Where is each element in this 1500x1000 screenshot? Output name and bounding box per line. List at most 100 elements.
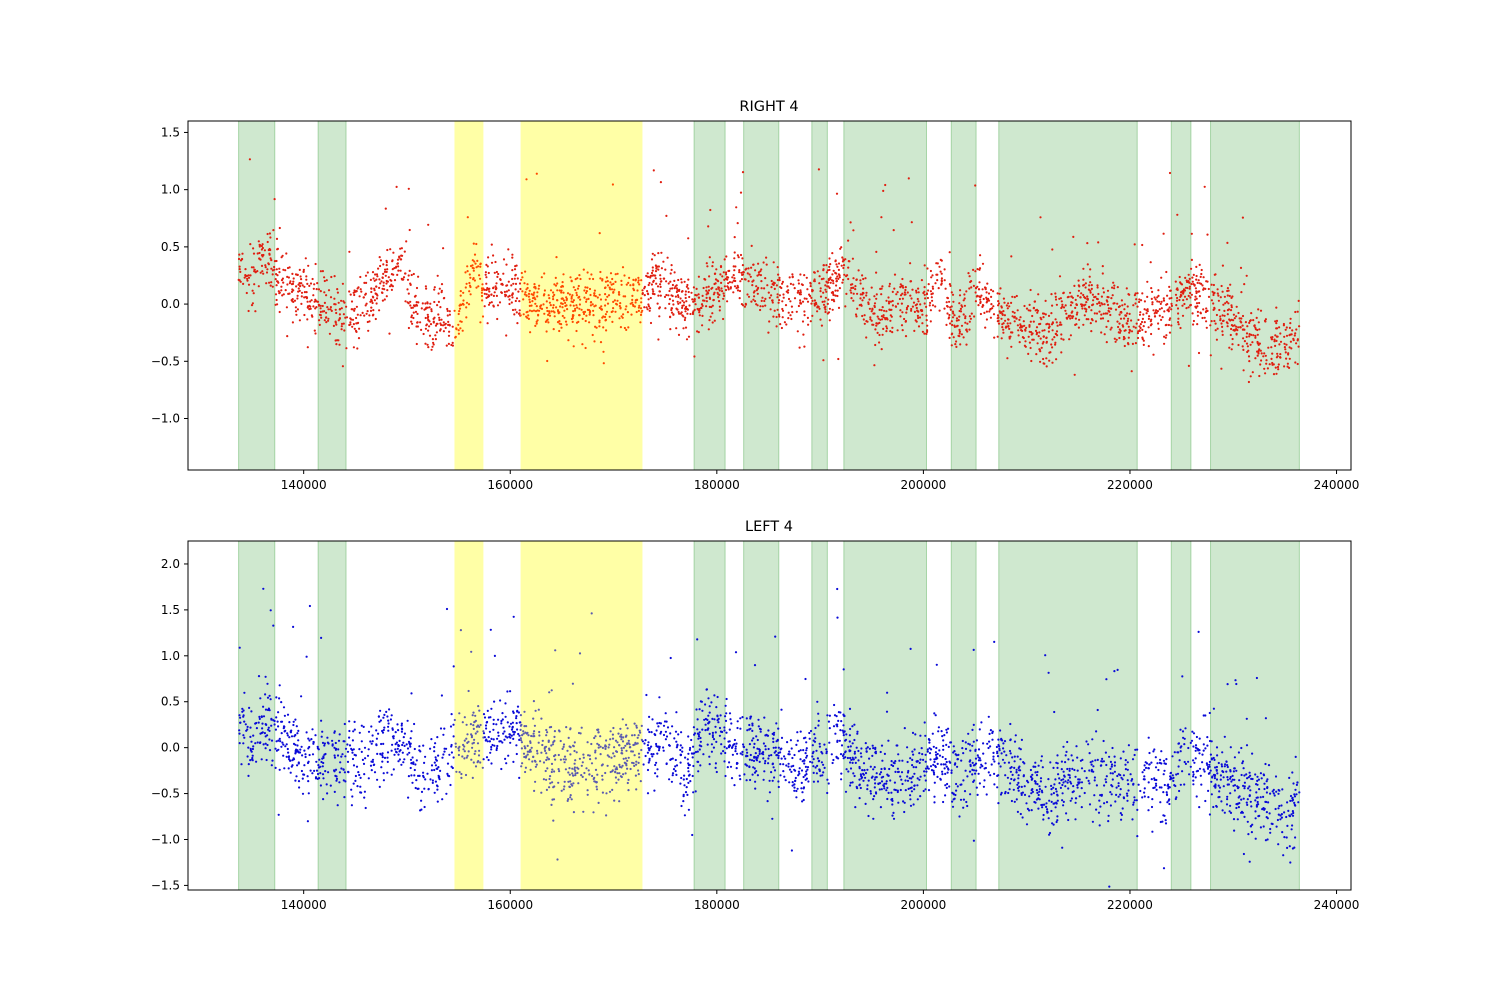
data-point (799, 730, 802, 733)
data-point (292, 625, 295, 629)
data-point (562, 291, 565, 294)
data-point (1236, 818, 1239, 821)
data-point (534, 709, 537, 712)
data-point (720, 752, 723, 755)
data-point (469, 276, 472, 279)
data-point (781, 282, 784, 285)
data-point (584, 778, 588, 781)
data-point (1002, 310, 1005, 313)
data-point (473, 279, 476, 282)
data-point (1099, 805, 1102, 808)
data-point (391, 268, 394, 271)
data-point (1111, 294, 1114, 297)
data-point (853, 738, 856, 742)
data-point (407, 326, 410, 330)
data-point (666, 726, 670, 729)
data-point (534, 298, 537, 301)
data-point (358, 327, 361, 330)
data-point (1091, 738, 1094, 741)
data-point (481, 289, 484, 292)
data-point (564, 320, 568, 323)
data-point (1029, 320, 1032, 323)
data-point (925, 332, 928, 335)
data-point (639, 307, 643, 310)
data-point (367, 329, 370, 332)
data-point (306, 300, 309, 303)
data-point (431, 338, 434, 341)
data-point (980, 763, 983, 766)
data-point (326, 306, 329, 309)
data-point (365, 312, 368, 315)
data-point (350, 300, 354, 303)
data-point (682, 327, 685, 330)
data-point (451, 344, 454, 347)
data-point (462, 299, 465, 302)
data-point (363, 314, 366, 317)
data-point (1294, 361, 1297, 364)
data-point (987, 299, 991, 302)
data-point (1028, 303, 1031, 306)
data-point (383, 726, 386, 729)
data-point (894, 305, 897, 308)
data-point (288, 282, 291, 285)
data-point (1198, 749, 1201, 752)
data-point (1298, 325, 1301, 328)
data-point (381, 754, 384, 757)
data-point (901, 329, 904, 332)
data-point (874, 782, 877, 785)
data-point (1209, 324, 1212, 327)
data-point (842, 266, 845, 270)
data-point (835, 284, 838, 287)
data-point (880, 767, 883, 771)
data-point (360, 750, 363, 754)
data-point (746, 751, 749, 754)
data-point (803, 297, 806, 300)
data-point (267, 262, 270, 265)
data-point (452, 665, 455, 668)
data-point (959, 289, 962, 292)
data-point (523, 745, 526, 748)
data-point (1265, 780, 1268, 783)
data-point (950, 291, 953, 294)
data-point (906, 779, 910, 782)
data-point (585, 300, 588, 303)
data-point (1035, 326, 1039, 329)
data-point (1123, 303, 1126, 306)
data-point (656, 768, 659, 771)
data-point (1271, 361, 1274, 365)
data-point (1023, 324, 1026, 327)
data-point (767, 331, 770, 334)
data-point (1192, 770, 1195, 774)
data-point (1188, 281, 1191, 284)
data-point (596, 296, 599, 299)
data-point (469, 285, 472, 289)
data-point (950, 305, 953, 308)
data-point (788, 753, 791, 756)
data-point (360, 740, 363, 743)
data-point (335, 343, 338, 346)
data-point (459, 290, 462, 293)
data-point (1071, 315, 1074, 318)
data-point (1196, 323, 1199, 326)
data-point (690, 291, 693, 294)
data-point (364, 304, 367, 307)
data-point (515, 722, 518, 725)
data-point (1124, 759, 1127, 762)
data-point (983, 311, 986, 314)
data-point (421, 302, 424, 305)
data-point (990, 295, 993, 298)
data-point (477, 285, 480, 288)
data-point (652, 280, 655, 283)
data-point (620, 315, 623, 318)
data-point (550, 770, 553, 774)
data-point (1216, 754, 1219, 757)
data-point (1289, 340, 1292, 343)
data-point (951, 805, 955, 808)
data-point (474, 732, 477, 735)
data-point (414, 310, 418, 313)
data-point (870, 310, 873, 313)
data-point (371, 271, 375, 274)
data-point (467, 689, 470, 693)
data-point (677, 333, 681, 336)
data-point (1137, 783, 1140, 786)
